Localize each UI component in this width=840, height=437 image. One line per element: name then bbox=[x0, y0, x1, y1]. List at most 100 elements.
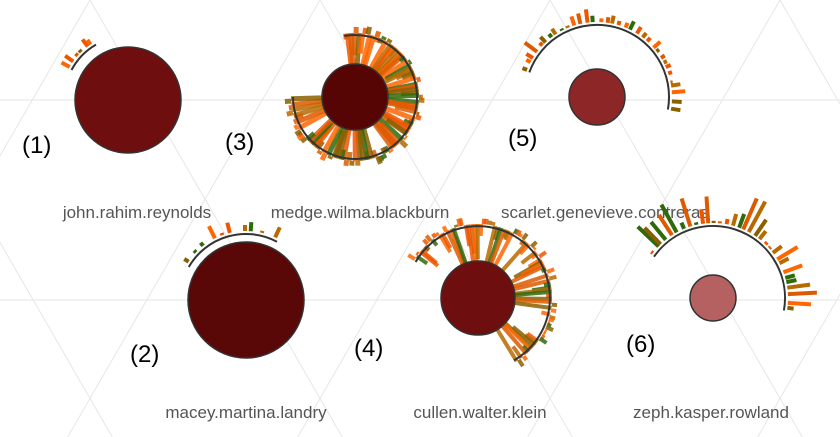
activity-bar bbox=[659, 53, 666, 60]
activity-bar bbox=[550, 308, 557, 314]
activity-bar bbox=[294, 129, 303, 137]
activity-bar bbox=[484, 218, 489, 225]
activity-bar bbox=[316, 149, 323, 156]
activity-bar bbox=[741, 197, 759, 231]
activity-bar bbox=[532, 245, 537, 251]
activity-bar bbox=[767, 245, 773, 250]
activity-bar bbox=[635, 26, 643, 35]
activity-bar bbox=[576, 13, 583, 25]
activity-bar bbox=[511, 325, 537, 347]
activity-bar bbox=[645, 36, 652, 43]
grid-line bbox=[527, 0, 781, 437]
activity-bar bbox=[441, 225, 448, 233]
activity-bar bbox=[512, 228, 519, 235]
activity-bar bbox=[77, 48, 83, 54]
activity-bar bbox=[538, 250, 548, 259]
activity-bar bbox=[407, 253, 417, 261]
activity-bar bbox=[610, 15, 616, 24]
activity-bar bbox=[699, 208, 706, 224]
activity-bar bbox=[415, 114, 422, 121]
activity-bar bbox=[374, 30, 382, 38]
activity-bar bbox=[659, 203, 679, 234]
activity-bar bbox=[424, 234, 433, 243]
activity-bar bbox=[487, 220, 493, 226]
activity-bar bbox=[394, 104, 418, 115]
grid-line bbox=[779, 0, 840, 105]
activity-bar bbox=[565, 25, 570, 29]
activity-bar bbox=[753, 218, 768, 238]
glyph-scarlet-genevieve-contreras[interactable]: (5) scarlet.genevieve.contreras bbox=[501, 9, 709, 222]
activity-bars bbox=[183, 221, 282, 264]
user-circle[interactable] bbox=[321, 63, 389, 131]
activity-bar bbox=[407, 59, 413, 65]
user-circle[interactable] bbox=[74, 46, 182, 154]
timeline-arc bbox=[528, 23, 671, 110]
activity-bar bbox=[458, 217, 464, 227]
activity-bar bbox=[299, 135, 308, 144]
activity-bar bbox=[542, 331, 547, 337]
activity-bar bbox=[623, 22, 630, 29]
activity-bar bbox=[60, 60, 71, 69]
user-circle[interactable] bbox=[440, 260, 516, 336]
activity-bar bbox=[434, 231, 440, 237]
activity-bar bbox=[545, 325, 554, 332]
activity-bar bbox=[508, 296, 553, 301]
timeline-arc bbox=[292, 33, 418, 160]
activity-bar bbox=[380, 153, 388, 160]
user-circle[interactable] bbox=[568, 68, 626, 126]
activity-bar bbox=[319, 152, 328, 162]
activity-bar bbox=[628, 20, 636, 31]
activity-bar bbox=[515, 229, 522, 237]
glyph-number: (5) bbox=[508, 125, 537, 152]
grid-line bbox=[67, 0, 321, 437]
activity-bar bbox=[543, 329, 548, 334]
glyph-john-rahim-reynolds[interactable]: (1) john.rahim.reynolds bbox=[22, 38, 211, 222]
activity-bar bbox=[453, 224, 459, 228]
activity-bar bbox=[679, 221, 686, 230]
activity-bar bbox=[259, 230, 265, 234]
activity-bar bbox=[207, 225, 217, 240]
glyph-cullen-walter-klein[interactable]: (4) cullen.walter.klein bbox=[354, 217, 558, 422]
activity-bar bbox=[361, 35, 377, 69]
activity-bar bbox=[522, 355, 528, 362]
activity-bar bbox=[199, 241, 205, 248]
activity-bar bbox=[469, 224, 477, 254]
glyph-medge-wilma-blackburn[interactable]: (3) medge.wilma.blackburn bbox=[225, 26, 449, 222]
activity-bar bbox=[500, 241, 529, 272]
activity-bar bbox=[547, 32, 554, 39]
activity-bar bbox=[657, 213, 674, 237]
activity-bar bbox=[416, 76, 422, 83]
activity-bar bbox=[273, 226, 282, 239]
activity-bar bbox=[385, 117, 409, 137]
activity-bar bbox=[523, 40, 539, 54]
activity-bar bbox=[757, 229, 768, 241]
activity-bar bbox=[693, 221, 699, 226]
activity-bar bbox=[548, 317, 555, 323]
activity-bar bbox=[671, 99, 682, 104]
activity-bar bbox=[540, 334, 546, 340]
activity-bar bbox=[605, 16, 611, 24]
activity-bar bbox=[763, 240, 769, 246]
glyph-number: (6) bbox=[626, 331, 655, 358]
activity-bar bbox=[643, 226, 663, 246]
activity-bar bbox=[183, 257, 190, 264]
activity-bar bbox=[664, 63, 672, 69]
activity-bar bbox=[293, 124, 300, 131]
activity-bar bbox=[63, 54, 75, 64]
activity-bar bbox=[490, 221, 496, 226]
glyph-macey-martina-landry[interactable]: (2) macey.martina.landry bbox=[130, 221, 327, 422]
activity-bar bbox=[787, 305, 794, 311]
activity-bar bbox=[292, 118, 297, 125]
glyph-number: (4) bbox=[354, 335, 383, 362]
activity-bar bbox=[399, 139, 409, 149]
user-circle[interactable] bbox=[187, 241, 305, 359]
activity-bar bbox=[649, 220, 668, 242]
activity-bar bbox=[415, 111, 420, 118]
user-circle[interactable] bbox=[689, 274, 737, 322]
activity-bar bbox=[225, 222, 232, 234]
activity-bar bbox=[85, 38, 93, 46]
glyph-number: (2) bbox=[130, 341, 159, 368]
glyph-zeph-kasper-rowland[interactable]: (6) zeph.kasper.rowland bbox=[626, 196, 818, 423]
